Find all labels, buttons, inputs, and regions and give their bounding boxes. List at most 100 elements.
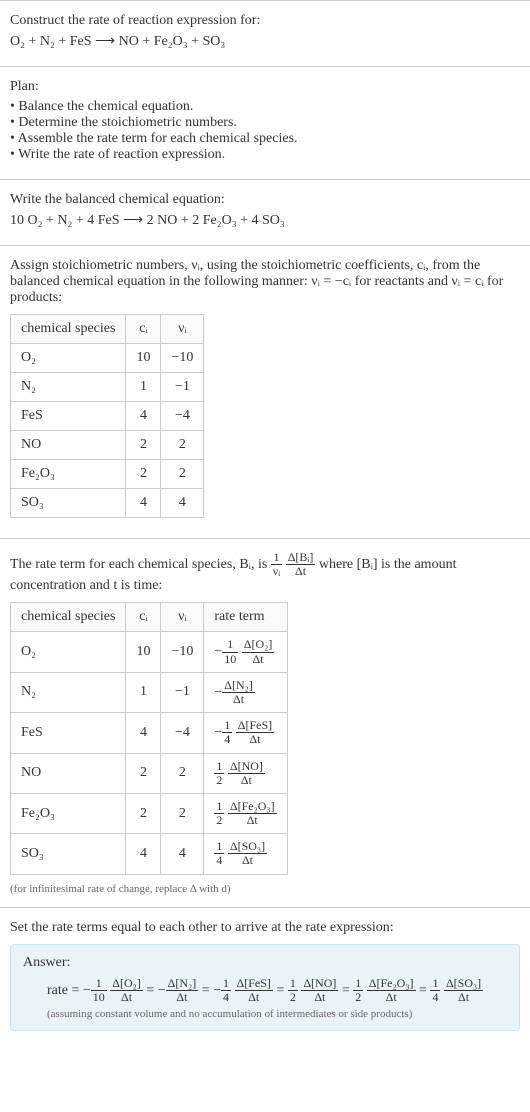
frac-den: Δt — [110, 991, 143, 1004]
frac-num: Δ[Bᵢ] — [286, 551, 316, 565]
table-row: FeS4−4−14 Δ[FeS]Δt — [11, 713, 288, 753]
rate-prefix: rate = — [47, 983, 83, 998]
plan-list: Balance the chemical equation. Determine… — [10, 99, 520, 163]
frac-num: Δ[Fe₂O₃] — [228, 800, 277, 814]
frac-num: 1 — [271, 551, 282, 565]
answer-assumption: (assuming constant volume and no accumul… — [47, 1008, 507, 1020]
frac-num: Δ[FeS] — [236, 719, 274, 733]
answer-box: Answer: rate = −110 Δ[O₂]Δt = −Δ[N₂]Δt =… — [10, 944, 520, 1031]
rate-intro-expr: 1 νᵢ Δ[Bᵢ] Δt — [271, 557, 319, 572]
delta-frac: Δ[SO₃]Δt — [228, 840, 267, 867]
frac-num: 1 — [288, 977, 298, 991]
cell-species: NO — [11, 431, 126, 460]
table-row: O₂10−10−110 Δ[O₂]Δt — [11, 632, 288, 672]
frac-1-over-nu: 1 νᵢ — [271, 551, 282, 578]
delta-frac: Δ[Fe₂O₃]Δt — [367, 977, 416, 1004]
cell-c: 2 — [126, 793, 161, 833]
cell-v: 2 — [161, 753, 204, 793]
rate-terms-footnote: (for infinitesimal rate of change, repla… — [10, 883, 520, 895]
cell-species: NO — [11, 753, 126, 793]
cell-v: 4 — [161, 489, 204, 518]
cell-c: 1 — [126, 672, 161, 712]
frac-den: Δt — [236, 733, 274, 746]
rate-terms-intro: The rate term for each chemical species,… — [10, 551, 520, 594]
coef-frac: 14 — [430, 977, 440, 1004]
final-section: Set the rate terms equal to each other t… — [0, 907, 530, 1043]
cell-c: 2 — [126, 753, 161, 793]
cell-c: 2 — [126, 460, 161, 489]
frac-den: νᵢ — [271, 565, 282, 578]
rate-terms-table: chemical species cᵢ νᵢ rate term O₂10−10… — [10, 602, 288, 874]
cell-c: 4 — [126, 834, 161, 874]
cell-species: Fe₂O₃ — [11, 793, 126, 833]
frac-num: 1 — [214, 840, 224, 854]
cell-v: 2 — [161, 431, 204, 460]
frac-den: Δt — [242, 653, 275, 666]
table-row: SO₃4414 Δ[SO₃]Δt — [11, 834, 288, 874]
coef-frac: 110 — [222, 638, 238, 665]
table-row: NO2212 Δ[NO]Δt — [11, 753, 288, 793]
table-row: O₂10−10 — [11, 344, 204, 373]
frac-den: Δt — [228, 814, 277, 827]
plan-heading: Plan: — [10, 79, 520, 95]
equals: = — [146, 983, 154, 998]
frac-num: Δ[SO₃] — [228, 840, 267, 854]
table-row: N₂1−1 — [11, 373, 204, 402]
intro-section: Construct the rate of reaction expressio… — [0, 0, 530, 66]
cell-species: O₂ — [11, 632, 126, 672]
frac-den: 4 — [222, 733, 232, 746]
frac-num: Δ[SO₃] — [444, 977, 483, 991]
frac-num: Δ[O₂] — [110, 977, 143, 991]
balanced-equation: 10 O₂ + N₂ + 4 FeS ⟶ 2 NO + 2 Fe₂O₃ + 4 … — [10, 212, 520, 229]
cell-species: O₂ — [11, 344, 126, 373]
equals: = — [202, 983, 210, 998]
final-intro: Set the rate terms equal to each other t… — [10, 920, 520, 936]
intro-prompt: Construct the rate of reaction expressio… — [10, 13, 520, 29]
cell-v: −4 — [161, 713, 204, 753]
delta-frac: Δ[N₂]Δt — [166, 977, 199, 1004]
frac-den: 2 — [214, 814, 224, 827]
frac-num: Δ[N₂] — [166, 977, 199, 991]
cell-rate-term: −Δ[N₂]Δt — [204, 672, 287, 712]
col-species: chemical species — [11, 315, 126, 344]
cell-rate-term: 12 Δ[Fe₂O₃]Δt — [204, 793, 287, 833]
frac-den: 2 — [214, 774, 224, 787]
stoich-section: Assign stoichiometric numbers, νᵢ, using… — [0, 245, 530, 538]
cell-species: N₂ — [11, 373, 126, 402]
delta-frac: Δ[O₂]Δt — [110, 977, 143, 1004]
col-rate-term: rate term — [204, 603, 287, 632]
table-row: FeS4−4 — [11, 402, 204, 431]
cell-species: SO₃ — [11, 834, 126, 874]
table-header-row: chemical species cᵢ νᵢ — [11, 315, 204, 344]
plan-item: Assemble the rate term for each chemical… — [10, 131, 520, 147]
frac-den: 2 — [353, 991, 363, 1004]
table-row: N₂1−1−Δ[N₂]Δt — [11, 672, 288, 712]
frac-dBi-dt: Δ[Bᵢ] Δt — [286, 551, 316, 578]
frac-den: Δt — [301, 991, 338, 1004]
stoich-intro: Assign stoichiometric numbers, νᵢ, using… — [10, 258, 520, 306]
coef-frac: 14 — [214, 840, 224, 867]
plan-section: Plan: Balance the chemical equation. Det… — [0, 66, 530, 179]
delta-frac: Δ[NO]Δt — [228, 760, 265, 787]
col-c: cᵢ — [126, 315, 161, 344]
cell-species: Fe₂O₃ — [11, 460, 126, 489]
unbalanced-equation: O₂ + N₂ + FeS ⟶ NO + Fe₂O₃ + SO₃ — [10, 33, 520, 50]
cell-v: −10 — [161, 632, 204, 672]
col-c: cᵢ — [126, 603, 161, 632]
cell-v: 2 — [161, 460, 204, 489]
cell-c: 10 — [126, 344, 161, 373]
table-row: Fe₂O₃22 — [11, 460, 204, 489]
balanced-section: Write the balanced chemical equation: 10… — [0, 179, 530, 245]
cell-v: −4 — [161, 402, 204, 431]
cell-v: 4 — [161, 834, 204, 874]
frac-den: Δt — [228, 774, 265, 787]
sign: − — [158, 983, 166, 998]
frac-den: Δt — [444, 991, 483, 1004]
cell-c: 2 — [126, 431, 161, 460]
rate-intro-pre: The rate term for each chemical species,… — [10, 557, 271, 572]
col-v: νᵢ — [161, 603, 204, 632]
balanced-heading: Write the balanced chemical equation: — [10, 192, 520, 208]
cell-rate-term: −110 Δ[O₂]Δt — [204, 632, 287, 672]
frac-num: Δ[NO] — [228, 760, 265, 774]
frac-num: 1 — [91, 977, 107, 991]
